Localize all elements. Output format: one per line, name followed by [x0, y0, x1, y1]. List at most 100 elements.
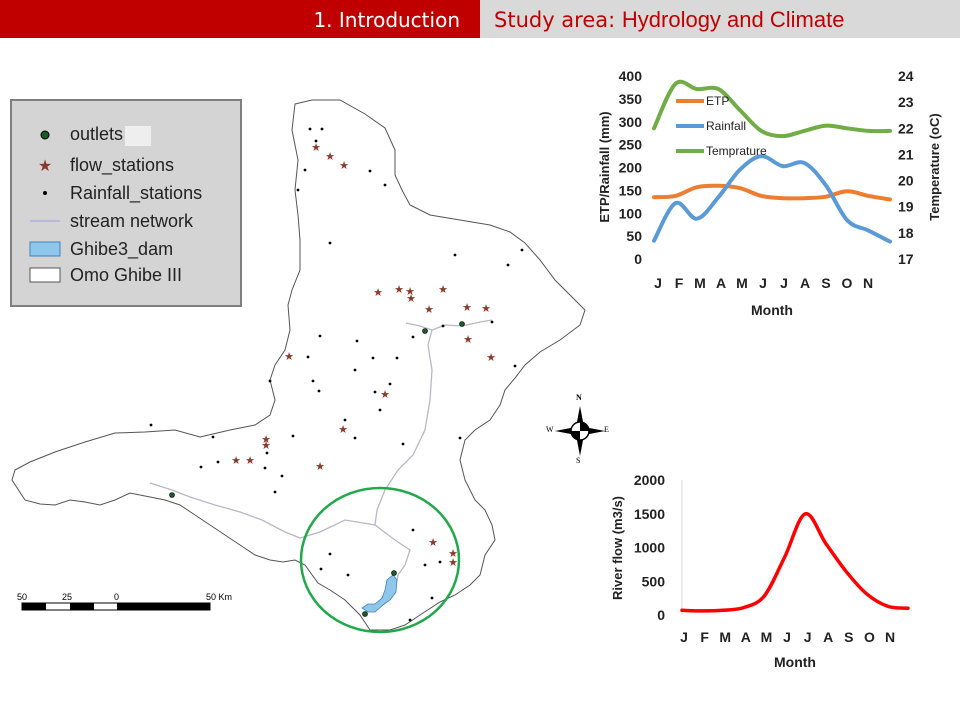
green-dot-icon — [28, 125, 62, 145]
svg-text:★: ★ — [311, 142, 321, 154]
svg-text:★: ★ — [325, 151, 335, 163]
compass-s: S — [576, 456, 581, 465]
flow-x-tick-label: A — [823, 629, 833, 645]
climate-legend-label: Rainfall — [706, 119, 746, 133]
climate-x-tick-label: J — [780, 275, 788, 291]
climate-y2-tick-label: 18 — [898, 225, 914, 241]
legend-label-rainfall-stations: Rainfall_stations — [70, 182, 203, 203]
compass-icon — [555, 406, 605, 456]
flow-y-tick-label: 1500 — [634, 506, 665, 522]
climate-y2-tick-label: 23 — [898, 94, 914, 110]
svg-text:★: ★ — [38, 158, 52, 175]
map-legend: outlets ★ flow_stations Rainfall_station… — [10, 99, 242, 307]
svg-text:★: ★ — [428, 537, 438, 549]
climate-x-tick-label: O — [842, 275, 853, 291]
flow-y-tick-label: 2000 — [634, 472, 665, 488]
climate-y2-tick-label: 24 — [898, 68, 914, 84]
flow-x-tick-label: F — [700, 629, 709, 645]
page-title-highlight: Hydrology and Climate — [621, 7, 845, 32]
masked-text-box — [125, 125, 152, 146]
legend-item-rainfall-stations: Rainfall_stations — [28, 181, 202, 205]
black-dot-icon — [28, 183, 62, 203]
brown-star-icon: ★ — [28, 155, 62, 175]
svg-text:★: ★ — [315, 461, 325, 473]
svg-text:★: ★ — [406, 293, 416, 305]
svg-text:★: ★ — [438, 284, 448, 296]
legend-item-stream-network: stream network — [28, 209, 193, 233]
climate-x-tick-label: M — [736, 275, 748, 291]
climate-series-line-rainfall — [652, 154, 892, 244]
scale-label-50km: 50 Km — [206, 592, 233, 602]
flow-x-axis-label: Month — [774, 654, 816, 670]
climate-y-tick-label: 100 — [619, 205, 643, 221]
blue-polygon-icon — [28, 239, 62, 259]
flow-series-line — [680, 512, 910, 613]
svg-text:★: ★ — [245, 455, 255, 467]
flow-x-tick-label: M — [719, 629, 731, 645]
climate-x-tick-label: M — [694, 275, 706, 291]
compass-n: N — [576, 393, 582, 402]
svg-text:★: ★ — [338, 424, 348, 436]
flow-x-tick-label: M — [761, 629, 773, 645]
outline-polygon-icon — [28, 265, 62, 285]
study-area-highlight-circle — [299, 486, 461, 634]
svg-text:★: ★ — [284, 351, 294, 363]
legend-item-outlets: outlets — [28, 123, 152, 147]
ghibe3-dam-polygon — [361, 574, 398, 613]
climate-series-line-etp — [652, 183, 892, 202]
climate-x-axis-label: Month — [751, 302, 793, 318]
page-title-prefix: Study area: — [494, 8, 622, 32]
climate-y2-axis-label: Temperature (oC) — [927, 113, 942, 220]
flow-x-tick-label: O — [864, 629, 875, 645]
legend-item-dam: Ghibe3_dam — [28, 237, 173, 261]
rainfall-stations — [149, 127, 524, 622]
scale-label-25: 25 — [62, 592, 73, 602]
climate-x-tick-label: A — [716, 275, 726, 291]
svg-text:★: ★ — [405, 286, 415, 298]
watershed-map: ★★★★ ★ ★★★★ ★ ★★★★★★★★★ ★ ★★★★ — [11, 99, 586, 634]
climate-series-line-temprature — [652, 79, 892, 139]
flow-x-tick-label: A — [741, 629, 751, 645]
climate-x-tick-label: N — [863, 275, 873, 291]
climate-y-tick-label: 0 — [634, 251, 642, 267]
legend-item-flow-stations: ★ flow_stations — [28, 153, 174, 177]
legend-label-dam: Ghibe3_dam — [70, 238, 174, 259]
climate-y2-tick-label: 22 — [898, 120, 914, 136]
svg-text:★: ★ — [448, 548, 458, 560]
climate-y-tick-label: 50 — [626, 228, 642, 244]
compass-e: E — [604, 425, 609, 434]
climate-x-tick-label: J — [759, 275, 767, 291]
climate-y-tick-label: 400 — [619, 68, 643, 84]
svg-text:★: ★ — [462, 302, 472, 314]
svg-text:★: ★ — [486, 352, 496, 364]
climate-legend-label: ETP — [706, 94, 729, 108]
flow-x-tick-label: J — [680, 629, 688, 645]
legend-label-watershed: Omo Ghibe III — [70, 264, 183, 285]
climate-x-tick-label: S — [821, 275, 830, 291]
climate-y-tick-label: 300 — [619, 114, 643, 130]
climate-y-tick-label: 250 — [619, 137, 643, 153]
stream-line-icon — [28, 211, 62, 231]
climate-y2-tick-label: 17 — [898, 251, 914, 267]
compass-rose: N S E W — [545, 393, 615, 466]
header-section-bar: 1. Introduction — [0, 0, 480, 38]
legend-item-watershed: Omo Ghibe III — [28, 263, 182, 287]
flow-x-tick-label: J — [804, 629, 812, 645]
svg-text:★: ★ — [373, 287, 383, 299]
flow-x-tick-label: N — [885, 629, 895, 645]
page-title: Study area: Hydrology and Climate — [494, 7, 844, 33]
climate-y-axis-label: ETP/Rainfall (mm) — [597, 111, 612, 222]
legend-label-outlets: outlets — [70, 124, 124, 145]
climate-chart: 400 350 300 250 200 150 100 50 0 24 23 22 21 20 19 18 1… — [597, 68, 942, 318]
svg-text:★: ★ — [261, 440, 271, 452]
scale-label-0: 0 — [114, 592, 120, 602]
climate-x-tick-label: F — [675, 275, 684, 291]
flow-x-tick-label: J — [783, 629, 791, 645]
climate-y-tick-label: 150 — [619, 182, 643, 198]
scale-bar — [21, 602, 211, 611]
climate-y2-tick-label: 20 — [898, 173, 914, 189]
flow-y-tick-label: 500 — [642, 573, 666, 589]
legend-label-stream-network: stream network — [70, 210, 194, 231]
flow-y-tick-label: 1000 — [634, 540, 665, 556]
